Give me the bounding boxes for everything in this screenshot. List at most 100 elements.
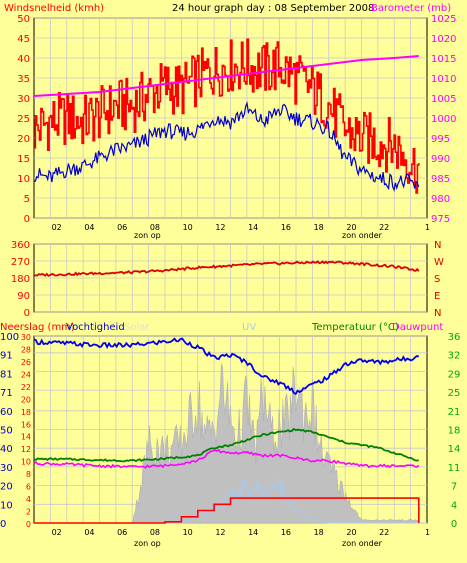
barometer-axis-label: Barometer (mb) (371, 3, 451, 14)
temperature-tick-label: 32 (448, 351, 461, 362)
rain-tick-label: 2 (26, 508, 31, 517)
temperature-tick-label: 21 (448, 407, 461, 418)
x-tick-label: 16 (281, 223, 291, 232)
wind-tick-label: 35 (17, 74, 30, 85)
x-tick-label: 12 (215, 223, 225, 232)
temperature-tick-label: 7 (451, 482, 457, 493)
rain-tick-label: 0 (26, 520, 31, 529)
wind-tick-label: 45 (17, 34, 30, 45)
x-tick-label: 06 (117, 223, 127, 232)
rain-tick-label: 14 (21, 433, 31, 442)
direction-tick-label: 270 (11, 257, 30, 268)
chart-title: 24 hour graph day : 08 September 2008 (172, 3, 374, 14)
barometer-tick-label: 1015 (431, 54, 456, 65)
direction-tick-label: 90 (17, 291, 30, 302)
humidity-tick-label: 60 (0, 407, 13, 418)
rain-tick-label: 12 (21, 445, 31, 454)
temperature-tick-label: 29 (448, 369, 461, 380)
wind-tick-label: 50 (17, 14, 30, 25)
humidity-tick-label: 71 (0, 388, 13, 399)
humidity-line (33, 337, 420, 396)
x-tick-label: 18 (314, 223, 324, 232)
x-tick-label: 04 (84, 528, 94, 537)
wind-tick-label: 10 (17, 174, 30, 185)
x-tick-label: 22 (379, 223, 389, 232)
compass-label: E (434, 291, 440, 302)
rain-tick-label: 10 (21, 458, 31, 467)
rain-tick-label: 18 (21, 408, 31, 417)
rain-tick-label: 6 (26, 483, 31, 492)
direction-tick-label: 180 (11, 274, 30, 285)
barometer-line (33, 55, 419, 97)
sunrise-label-bottom: zon op (134, 539, 161, 548)
rain-tick-label: 24 (21, 370, 31, 379)
barometer-tick-label: 1000 (431, 114, 456, 125)
wind-tick-label: 40 (17, 54, 30, 65)
x-tick-label: 14 (248, 528, 258, 537)
humidity-tick-label: 81 (0, 369, 13, 380)
humidity-tick-label: 10 (0, 500, 13, 511)
x-tick-label: 22 (379, 528, 389, 537)
sunset-label-bottom: zon onder (342, 539, 383, 548)
rain-tick-label: 30 (21, 333, 31, 342)
compass-label: S (434, 274, 440, 285)
x-tick-label: 1 (425, 528, 430, 537)
x-tick-label: 08 (150, 223, 160, 232)
x-tick-label: 14 (248, 223, 258, 232)
x-tick-label: 08 (150, 528, 160, 537)
wind-tick-label: 5 (24, 194, 30, 205)
wind-average-line (33, 100, 420, 193)
dewpoint-axis-label: Dauwpunt (392, 322, 443, 333)
barometer-tick-label: 1025 (431, 14, 456, 25)
rain-tick-label: 22 (21, 383, 31, 392)
humidity-tick-label: 91 (0, 351, 13, 362)
temperature-tick-label: 18 (448, 426, 461, 437)
barometer-tick-label: 975 (431, 214, 450, 225)
solar-label: Solar (124, 322, 150, 333)
x-tick-label: 10 (183, 528, 193, 537)
sunset-label-top: zon onder (342, 231, 383, 240)
wind-tick-label: 30 (17, 94, 30, 105)
direction-tick-label: 0 (24, 308, 30, 319)
x-tick-label: 1 (425, 223, 430, 232)
barometer-tick-label: 980 (431, 194, 450, 205)
barometer-tick-label: 985 (431, 174, 450, 185)
humidity-tick-label: 0 (0, 519, 6, 530)
rain-line (34, 497, 420, 524)
humidity-tick-label: 50 (0, 426, 13, 437)
barometer-tick-label: 995 (431, 134, 450, 145)
temperature-tick-label: 0 (451, 519, 457, 530)
rain-tick-label: 28 (21, 345, 31, 354)
wind-tick-label: 15 (17, 154, 30, 165)
dewpoint-line (33, 448, 420, 469)
temperature-tick-label: 14 (448, 444, 461, 455)
temperature-line (34, 427, 419, 463)
humidity-tick-label: 30 (0, 463, 13, 474)
wind-tick-label: 25 (17, 114, 30, 125)
x-tick-label: 06 (117, 528, 127, 537)
compass-label: N (434, 308, 441, 319)
humidity-tick-label: 20 (0, 482, 13, 493)
humidity-tick-label: 100 (0, 332, 19, 343)
temperature-tick-label: 36 (448, 332, 461, 343)
uv-label: UV (242, 322, 256, 333)
temperature-tick-label: 25 (448, 388, 461, 399)
barometer-tick-label: 1010 (431, 74, 456, 85)
temperature-axis-label: Temperatuur (°C) (311, 322, 399, 333)
sunrise-label-top: zon op (134, 231, 161, 240)
compass-label: N (434, 240, 441, 251)
rain-tick-label: 8 (26, 470, 31, 479)
wind-direction-line (33, 260, 420, 277)
x-tick-label: 18 (314, 528, 324, 537)
barometer-tick-label: 990 (431, 154, 450, 165)
x-tick-label: 04 (84, 223, 94, 232)
x-tick-label: 20 (346, 223, 356, 232)
temperature-tick-label: 4 (451, 500, 457, 511)
rain-axis-label: Neerslag (mm) (0, 322, 75, 333)
wind-tick-label: 0 (24, 214, 30, 225)
x-tick-label: 10 (183, 223, 193, 232)
barometer-tick-label: 1005 (431, 94, 456, 105)
x-tick-label: 20 (346, 528, 356, 537)
